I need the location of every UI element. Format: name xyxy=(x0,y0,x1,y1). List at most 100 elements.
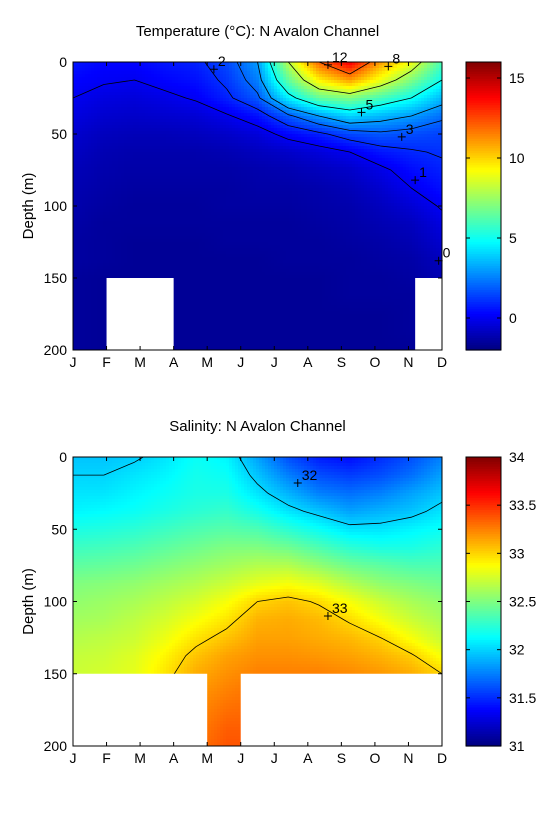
field-cell xyxy=(202,143,205,146)
field-cell xyxy=(220,158,223,161)
field-cell xyxy=(214,137,217,140)
field-cell xyxy=(421,83,424,86)
field-cell xyxy=(202,80,205,83)
field-cell xyxy=(211,116,214,119)
field-cell xyxy=(187,158,190,161)
field-cell xyxy=(109,98,112,101)
field-cell xyxy=(424,101,427,104)
field-cell xyxy=(280,74,283,77)
field-cell xyxy=(271,89,274,92)
field-cell xyxy=(292,137,295,140)
field-cell xyxy=(118,125,121,128)
field-cell xyxy=(271,149,274,152)
field-cell xyxy=(430,92,433,95)
field-cell xyxy=(433,68,436,71)
field-cell xyxy=(148,68,151,71)
field-cell xyxy=(199,128,202,131)
field-cell xyxy=(424,68,427,71)
field-cell xyxy=(127,125,130,128)
field-cell xyxy=(286,149,289,152)
field-cell xyxy=(202,128,205,131)
field-cell xyxy=(88,134,91,137)
field-cell xyxy=(352,158,355,161)
field-cell xyxy=(232,92,235,95)
field-cell xyxy=(193,134,196,137)
field-cell xyxy=(181,146,184,149)
field-cell xyxy=(343,155,346,158)
field-cell xyxy=(280,125,283,128)
field-cell xyxy=(139,140,142,143)
field-cell xyxy=(391,152,394,155)
field-cell xyxy=(187,95,190,98)
field-cell xyxy=(436,158,439,161)
field-cell xyxy=(73,62,76,65)
field-cell xyxy=(205,77,208,80)
field-cell xyxy=(361,92,364,95)
field-cell xyxy=(373,107,376,110)
field-cell xyxy=(229,146,232,149)
field-cell xyxy=(124,113,127,116)
field-cell xyxy=(361,143,364,146)
field-cell xyxy=(427,143,430,146)
field-cell xyxy=(241,62,244,65)
field-cell xyxy=(424,95,427,98)
field-cell xyxy=(94,92,97,95)
field-cell xyxy=(76,134,79,137)
field-cell xyxy=(211,101,214,104)
field-cell xyxy=(244,155,247,158)
field-cell xyxy=(283,152,286,155)
field-cell xyxy=(397,140,400,143)
field-cell xyxy=(157,110,160,113)
field-cell xyxy=(430,71,433,74)
field-cell xyxy=(157,125,160,128)
field-cell xyxy=(214,98,217,101)
field-cell xyxy=(256,98,259,101)
field-cell xyxy=(421,158,424,161)
field-cell xyxy=(112,89,115,92)
field-cell xyxy=(433,89,436,92)
field-cell xyxy=(295,146,298,149)
field-cell xyxy=(331,158,334,161)
field-cell xyxy=(385,92,388,95)
field-cell xyxy=(349,74,352,77)
field-cell xyxy=(247,95,250,98)
field-cell xyxy=(394,71,397,74)
field-cell xyxy=(253,62,256,65)
field-cell xyxy=(433,92,436,95)
field-cell xyxy=(181,77,184,80)
field-cell xyxy=(418,74,421,77)
field-cell xyxy=(313,74,316,77)
field-cell xyxy=(82,146,85,149)
field-cell xyxy=(76,62,79,65)
field-cell xyxy=(124,161,127,164)
field-cell xyxy=(133,143,136,146)
field-cell xyxy=(328,152,331,155)
field-cell xyxy=(415,83,418,86)
field-cell xyxy=(142,137,145,140)
field-cell xyxy=(112,98,115,101)
field-cell xyxy=(340,122,343,125)
field-cell xyxy=(274,68,277,71)
field-cell xyxy=(289,86,292,89)
field-cell xyxy=(121,164,124,167)
field-cell xyxy=(301,134,304,137)
field-cell xyxy=(388,104,391,107)
field-cell xyxy=(406,158,409,161)
field-cell xyxy=(322,74,325,77)
field-cell xyxy=(337,140,340,143)
field-cell xyxy=(280,71,283,74)
field-cell xyxy=(286,101,289,104)
chart-title: Temperature (°C): N Avalon Channel xyxy=(136,23,379,40)
field-cell xyxy=(79,158,82,161)
field-cell xyxy=(340,98,343,101)
field-cell xyxy=(157,116,160,119)
field-cell xyxy=(295,137,298,140)
field-cell xyxy=(259,101,262,104)
field-cell xyxy=(76,140,79,143)
field-cell xyxy=(358,74,361,77)
field-cell xyxy=(94,77,97,80)
field-cell xyxy=(268,149,271,152)
field-cell xyxy=(232,155,235,158)
field-cell xyxy=(133,89,136,92)
field-cell xyxy=(109,110,112,113)
